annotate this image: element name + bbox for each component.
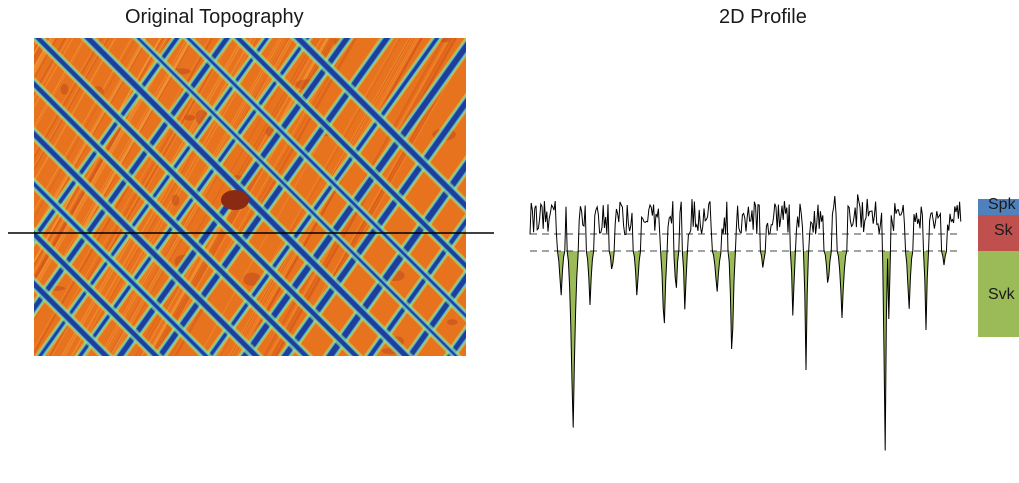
- sk-band: [978, 215, 1019, 251]
- valley-fill: [586, 251, 595, 305]
- topography-title: Original Topography: [125, 6, 304, 28]
- valley-fill: [790, 251, 797, 316]
- valley-fill: [905, 251, 914, 309]
- profile-title: 2D Profile: [719, 6, 807, 28]
- valley-fills: [557, 251, 948, 451]
- spk-band: [978, 199, 1019, 215]
- spk-label: Spk: [988, 196, 1016, 213]
- sk-label: Sk: [994, 222, 1013, 239]
- valley-fill: [825, 251, 833, 283]
- valley-fill: [557, 251, 566, 296]
- profile-line: [529, 194, 962, 451]
- valley-fill: [682, 251, 689, 310]
- valley-fill: [729, 251, 737, 349]
- topography-map: [8, 38, 494, 356]
- svk-band: [978, 251, 1019, 337]
- valley-fill: [760, 251, 767, 268]
- svk-label: Svk: [988, 286, 1015, 303]
- topography-scratches: [34, 38, 466, 356]
